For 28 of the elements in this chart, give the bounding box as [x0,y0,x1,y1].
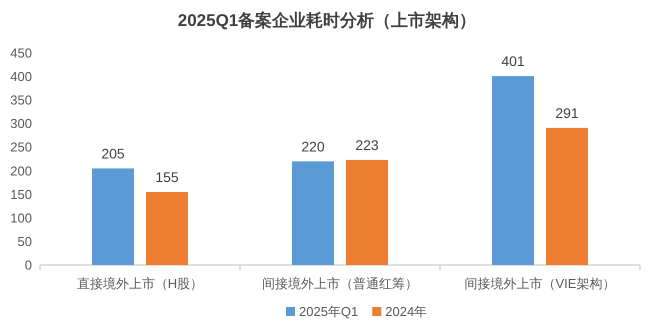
y-tick-label: 350 [10,92,32,108]
x-tick-label: 直接境外上市（H股） [76,276,204,291]
data-label: 220 [301,138,325,154]
bar [92,168,134,265]
data-label: 223 [355,136,379,153]
bar [546,128,588,265]
y-tick-label: 150 [10,186,32,202]
legend-label: 2024年 [385,304,428,319]
bar [346,160,388,265]
y-tick-label: 100 [10,210,32,226]
x-tick-label: 间接境外上市（VIE架构） [464,276,616,291]
y-tick-label: 450 [10,46,32,60]
legend-label: 2025年Q1 [299,304,358,319]
data-label: 205 [101,145,125,162]
y-tick-label: 50 [18,234,32,249]
x-tick-label: 间接境外上市（普通红筹） [262,276,418,291]
bar [492,76,534,265]
data-label: 291 [555,104,579,121]
y-tick-label: 250 [10,140,32,155]
bar [146,192,188,265]
data-label: 155 [155,168,179,185]
y-tick-label: 300 [10,116,32,132]
y-tick-label: 0 [24,258,32,272]
y-tick-label: 200 [10,163,32,178]
chart-title: 2025Q1备案企业耗时分析（上市架构） [178,10,476,30]
y-tick-label: 400 [10,69,32,84]
data-label: 401 [501,53,525,70]
bar [292,161,334,265]
